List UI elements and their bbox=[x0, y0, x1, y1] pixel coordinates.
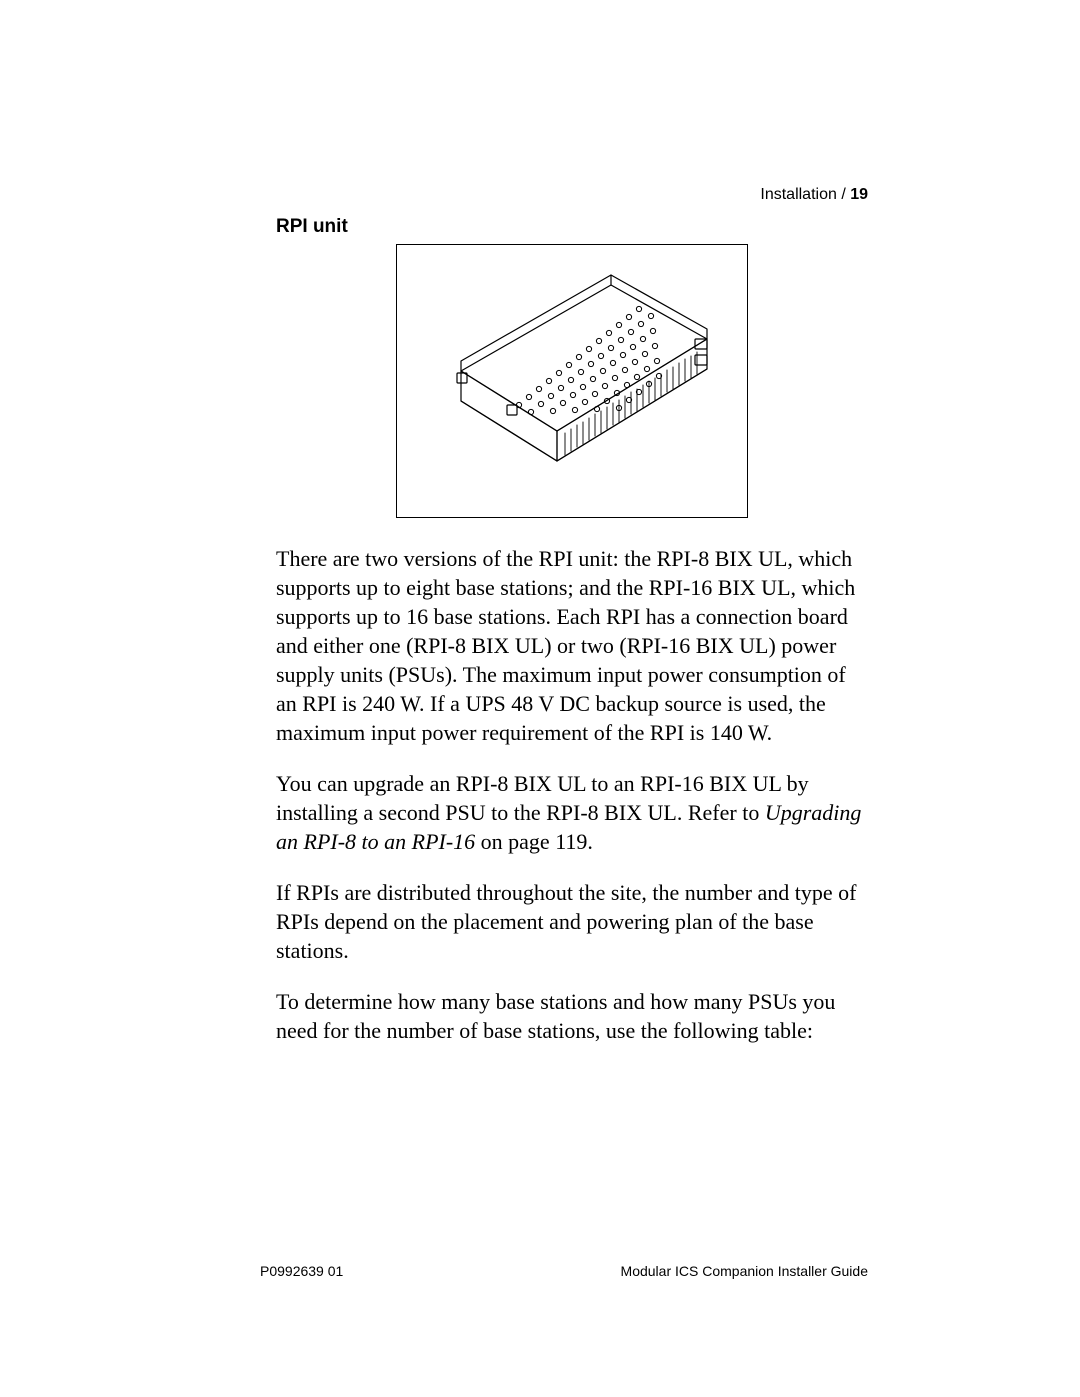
header-page-number: 19 bbox=[850, 186, 868, 203]
paragraph-4: To determine how many base stations and … bbox=[276, 987, 868, 1045]
paragraph-2b: on page 119. bbox=[475, 829, 593, 854]
figure-border bbox=[396, 244, 748, 518]
figure-container bbox=[276, 244, 868, 518]
paragraph-3: If RPIs are distributed throughout the s… bbox=[276, 878, 868, 965]
rpi-unit-illustration bbox=[407, 255, 737, 507]
header-section: Installation / bbox=[760, 186, 850, 203]
section-title: RPI unit bbox=[276, 216, 868, 238]
paragraph-1: There are two versions of the RPI unit: … bbox=[276, 544, 868, 747]
footer-right: Modular ICS Companion Installer Guide bbox=[621, 1263, 868, 1279]
paragraph-2a: You can upgrade an RPI-8 BIX UL to an RP… bbox=[276, 771, 809, 825]
footer-left: P0992639 01 bbox=[260, 1263, 343, 1279]
running-header: Installation / 19 bbox=[760, 186, 868, 204]
paragraph-2: You can upgrade an RPI-8 BIX UL to an RP… bbox=[276, 769, 868, 856]
page-footer: P0992639 01 Modular ICS Companion Instal… bbox=[260, 1263, 868, 1279]
page: Installation / 19 RPI unit bbox=[0, 0, 1080, 1397]
body-text: There are two versions of the RPI unit: … bbox=[276, 544, 868, 1045]
